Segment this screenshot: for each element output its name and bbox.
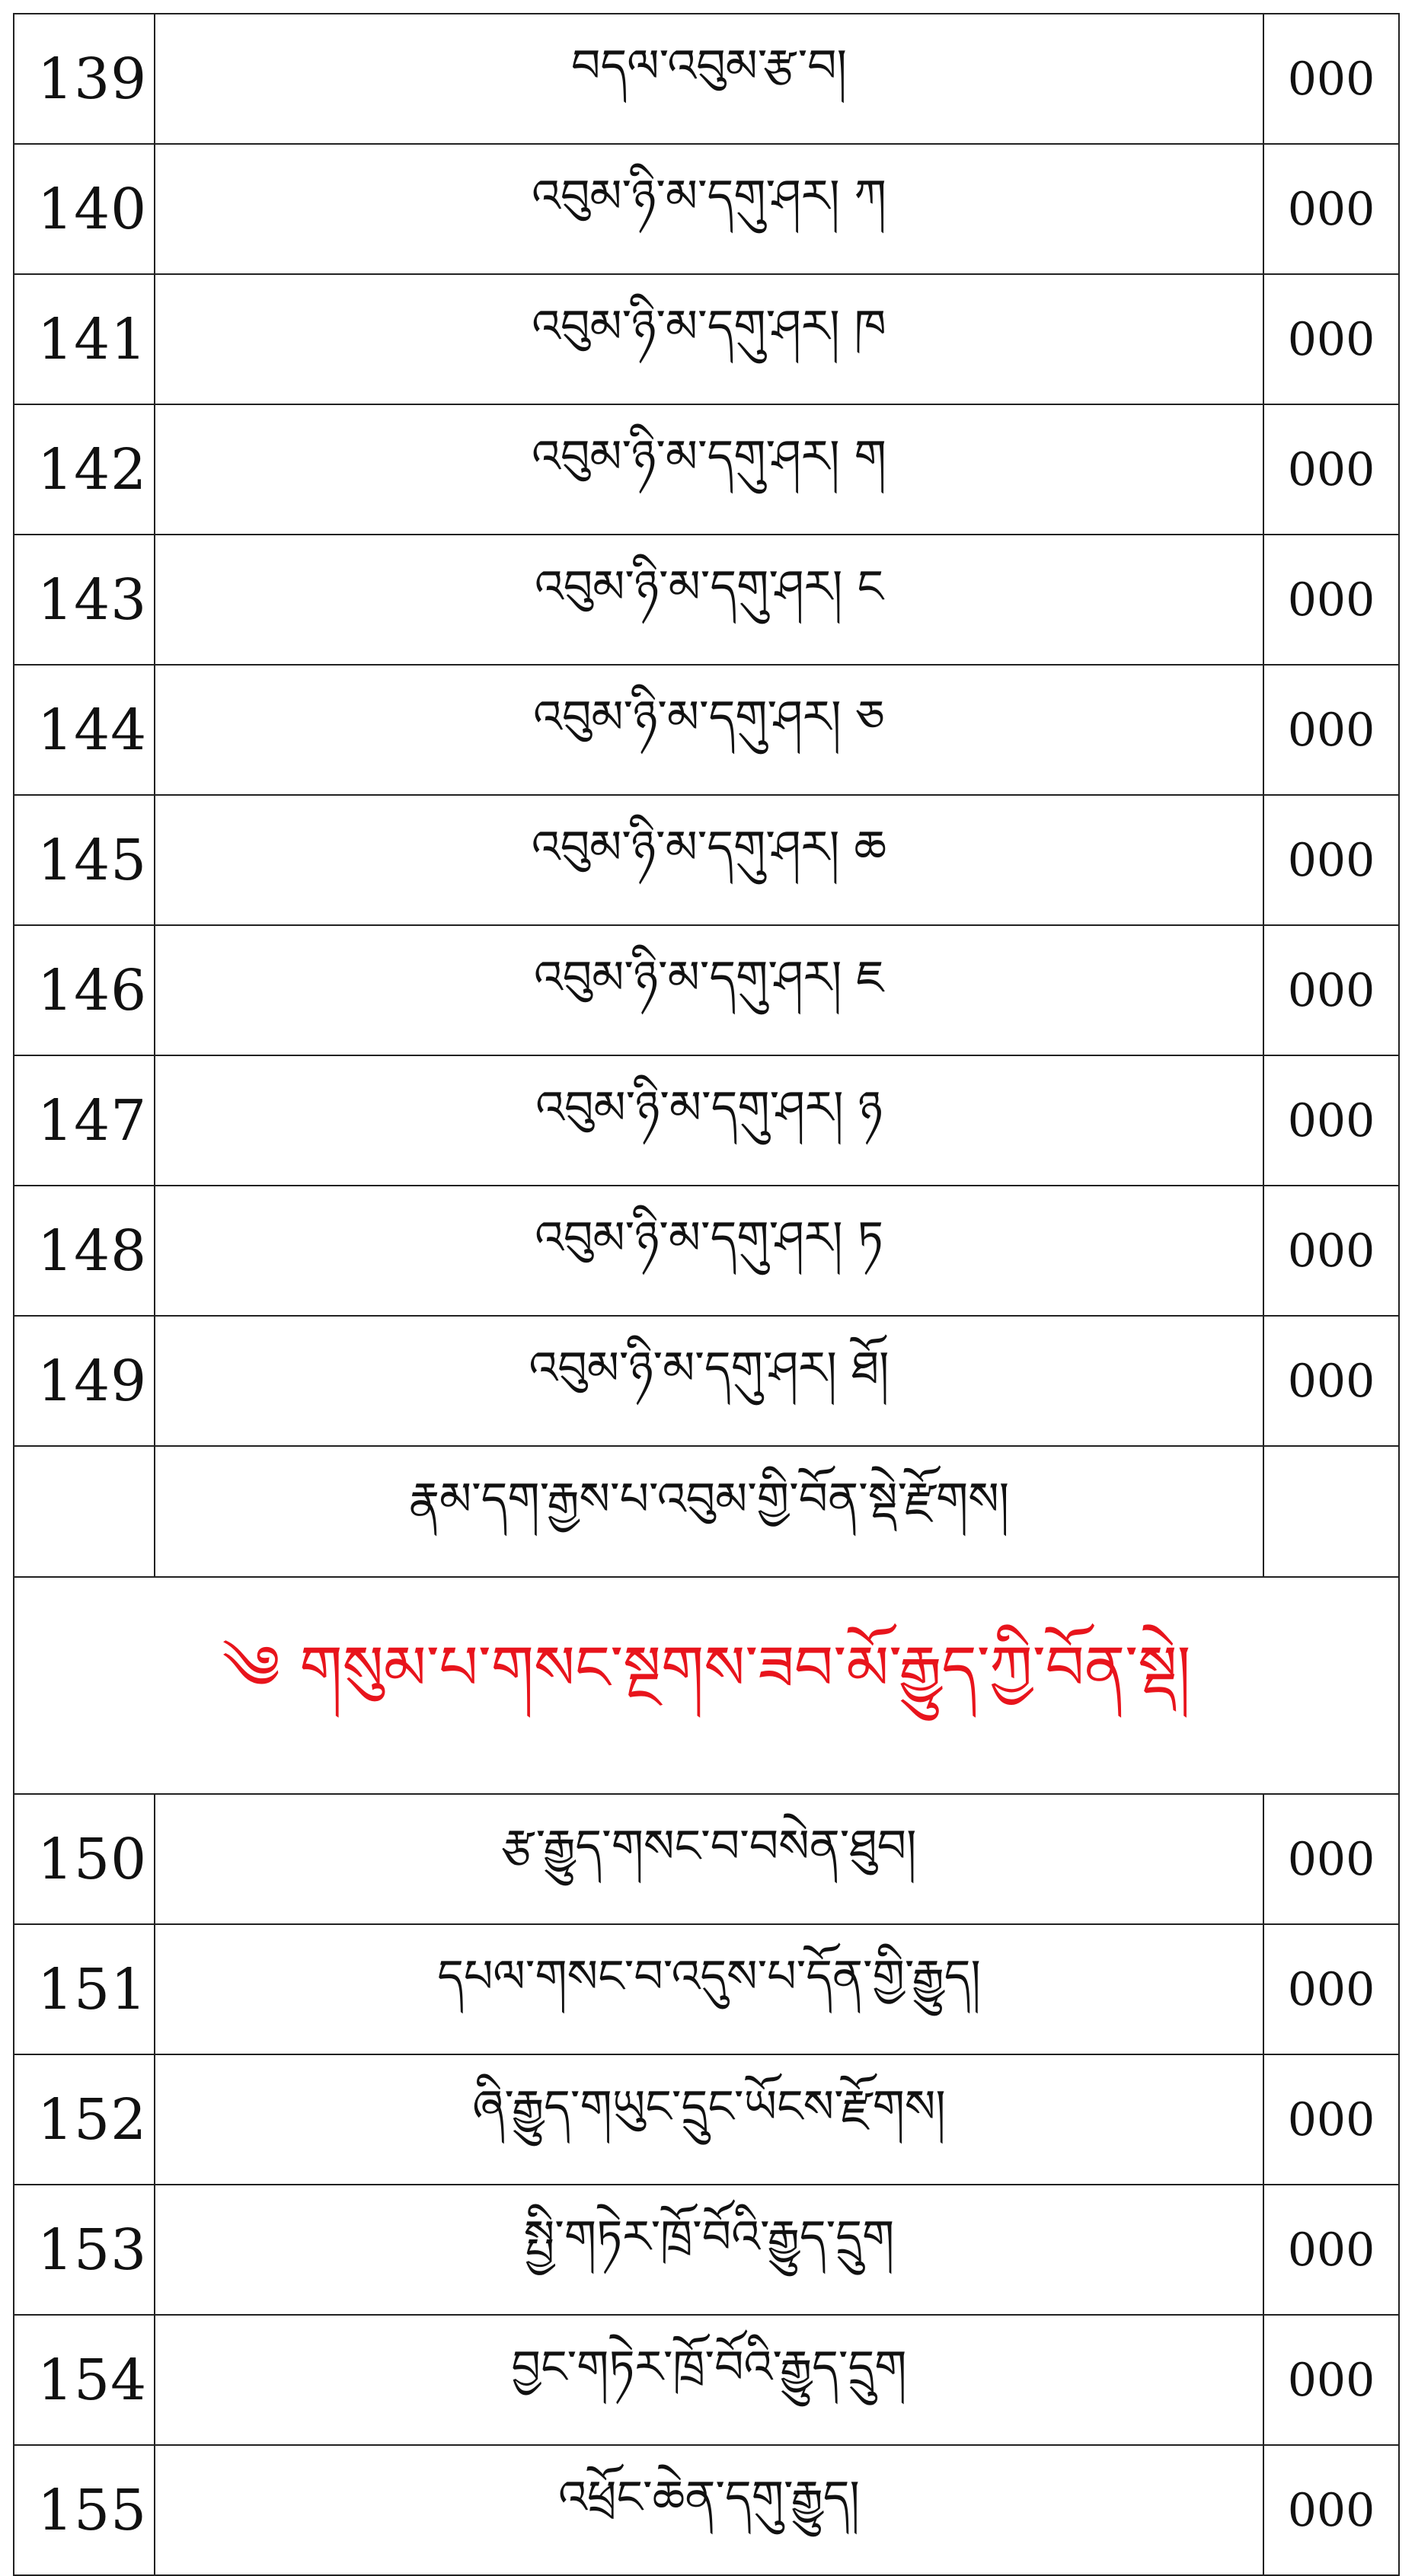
table-row: 154 བྱང་གཏེར་ཁྲོ་བོའི་རྒྱུད་དྲུག 000 bbox=[13, 2314, 1400, 2446]
entry-number: 143 bbox=[13, 534, 155, 666]
entry-page: 000 bbox=[1263, 534, 1400, 666]
entry-title: འབུམ་ཉི་མ་དགུ་ཤར། ང bbox=[154, 534, 1264, 666]
entry-page: 000 bbox=[1263, 143, 1400, 275]
entry-number: 146 bbox=[13, 924, 155, 1056]
entry-page: 000 bbox=[1263, 1315, 1400, 1447]
entry-title: འབུམ་ཉི་མ་དགུ་ཤར། ཁ bbox=[154, 273, 1264, 405]
entry-title: འབུམ་ཉི་མ་དགུ་ཤར། ཉ bbox=[154, 1055, 1264, 1186]
entry-page: 000 bbox=[1263, 2184, 1400, 2316]
entry-number: 150 bbox=[13, 1793, 155, 1925]
entry-number: 155 bbox=[13, 2444, 155, 2576]
table-row: 142 འབུམ་ཉི་མ་དགུ་ཤར། ག 000 bbox=[13, 404, 1400, 535]
entry-number: 154 bbox=[13, 2314, 155, 2446]
entry-page: 000 bbox=[1263, 404, 1400, 535]
entry-title: འབུམ་ཉི་མ་དགུ་ཤར། ཀ bbox=[154, 143, 1264, 275]
entry-number: 147 bbox=[13, 1055, 155, 1186]
entry-page: 000 bbox=[1263, 794, 1400, 926]
entry-title: ཞི་རྒྱུད་གཡུང་དྲུང་ཡོངས་རྫོགས། bbox=[154, 2054, 1264, 2185]
entry-number: 144 bbox=[13, 664, 155, 796]
entry-title: འཕྲོང་ཆེན་དགུ་རྒྱུད། bbox=[154, 2444, 1264, 2576]
table-row: 150 རྩ་རྒྱུད་གསང་བ་བསེན་ཐུབ། 000 bbox=[13, 1793, 1400, 1925]
entry-title: འབུམ་ཉི་མ་དགུ་ཤར། ག bbox=[154, 404, 1264, 535]
entry-number: 148 bbox=[13, 1185, 155, 1317]
empty-cell bbox=[13, 1445, 155, 1578]
table-row: 141 འབུམ་ཉི་མ་དགུ་ཤར། ཁ 000 bbox=[13, 273, 1400, 405]
entry-title: རྩ་རྒྱུད་གསང་བ་བསེན་ཐུབ། bbox=[154, 1793, 1264, 1925]
entry-page: 000 bbox=[1263, 1923, 1400, 2055]
entry-page: 000 bbox=[1263, 1793, 1400, 1925]
entry-number: 145 bbox=[13, 794, 155, 926]
entry-title: བདལ་འབུམ་རྩ་བ། bbox=[154, 13, 1264, 145]
entry-number: 152 bbox=[13, 2054, 155, 2185]
table-row: 152 ཞི་རྒྱུད་གཡུང་དྲུང་ཡོངས་རྫོགས། 000 bbox=[13, 2054, 1400, 2185]
table-row: 147 འབུམ་ཉི་མ་དགུ་ཤར། ཉ 000 bbox=[13, 1055, 1400, 1186]
table-row: 148 འབུམ་ཉི་མ་དགུ་ཤར། ཏ 000 bbox=[13, 1185, 1400, 1317]
table-row: 144 འབུམ་ཉི་མ་དགུ་ཤར། ཅ 000 bbox=[13, 664, 1400, 796]
entry-number: 151 bbox=[13, 1923, 155, 2055]
table-row: 155 འཕྲོང་ཆེན་དགུ་རྒྱུད། 000 bbox=[13, 2444, 1400, 2576]
table-row: 149 འབུམ་ཉི་མ་དགུ་ཤར། ཐོ། 000 bbox=[13, 1315, 1400, 1447]
section-heading-row: ༄ གསུམ་པ་གསང་སྔགས་ཟབ་མོ་རྒྱུད་ཀྱི་བོན་སྡ… bbox=[13, 1576, 1400, 1795]
table-row: 139 བདལ་འབུམ་རྩ་བ། 000 bbox=[13, 13, 1400, 145]
entry-title: སྤྱི་གཏེར་ཁྲོ་བོའི་རྒྱུད་དྲུག bbox=[154, 2184, 1264, 2316]
section-end-title: རྣམ་དག་རྒྱས་པ་འབུམ་གྱི་བོན་སྡེ་རྫོགས། bbox=[154, 1445, 1264, 1578]
table-row: 143 འབུམ་ཉི་མ་དགུ་ཤར། ང 000 bbox=[13, 534, 1400, 666]
entry-title: འབུམ་ཉི་མ་དགུ་ཤར། ཏ bbox=[154, 1185, 1264, 1317]
entry-page: 000 bbox=[1263, 2314, 1400, 2446]
table-row: 145 འབུམ་ཉི་མ་དགུ་ཤར། ཆ 000 bbox=[13, 794, 1400, 926]
entry-title: འབུམ་ཉི་མ་དགུ་ཤར། ཆ bbox=[154, 794, 1264, 926]
entry-page: 000 bbox=[1263, 13, 1400, 145]
table-row: 153 སྤྱི་གཏེར་ཁྲོ་བོའི་རྒྱུད་དྲུག 000 bbox=[13, 2184, 1400, 2316]
entry-page: 000 bbox=[1263, 1185, 1400, 1317]
entry-title: བྱང་གཏེར་ཁྲོ་བོའི་རྒྱུད་དྲུག bbox=[154, 2314, 1264, 2446]
section-end-row: རྣམ་དག་རྒྱས་པ་འབུམ་གྱི་བོན་སྡེ་རྫོགས། bbox=[13, 1445, 1400, 1578]
entry-page: 000 bbox=[1263, 273, 1400, 405]
entry-page: 000 bbox=[1263, 1055, 1400, 1186]
section-heading: ༄ གསུམ་པ་གསང་སྔགས་ཟབ་མོ་རྒྱུད་ཀྱི་བོན་སྡ… bbox=[13, 1576, 1400, 1795]
entry-page: 000 bbox=[1263, 2444, 1400, 2576]
empty-cell bbox=[1263, 1445, 1400, 1578]
table-row: 140 འབུམ་ཉི་མ་དགུ་ཤར། ཀ 000 bbox=[13, 143, 1400, 275]
table-row: 146 འབུམ་ཉི་མ་དགུ་ཤར། ཇ 000 bbox=[13, 924, 1400, 1056]
entry-page: 000 bbox=[1263, 2054, 1400, 2185]
entry-title: འབུམ་ཉི་མ་དགུ་ཤར། ཇ bbox=[154, 924, 1264, 1056]
entry-page: 000 bbox=[1263, 664, 1400, 796]
entry-number: 153 bbox=[13, 2184, 155, 2316]
entry-number: 149 bbox=[13, 1315, 155, 1447]
contents-table: 139 བདལ་འབུམ་རྩ་བ། 000 140 འབུམ་ཉི་མ་དགུ་ཤར།… bbox=[13, 13, 1400, 2576]
entry-number: 142 bbox=[13, 404, 155, 535]
entry-page: 000 bbox=[1263, 924, 1400, 1056]
entry-number: 140 bbox=[13, 143, 155, 275]
entry-title: འབུམ་ཉི་མ་དགུ་ཤར། ཅ bbox=[154, 664, 1264, 796]
entry-title: འབུམ་ཉི་མ་དགུ་ཤར། ཐོ། bbox=[154, 1315, 1264, 1447]
table-row: 151 དཔལ་གསང་བ་འདུས་པ་དོན་གྱི་རྒྱུད། 000 bbox=[13, 1923, 1400, 2055]
entry-number: 141 bbox=[13, 273, 155, 405]
entry-number: 139 bbox=[13, 13, 155, 145]
entry-title: དཔལ་གསང་བ་འདུས་པ་དོན་གྱི་རྒྱུད། bbox=[154, 1923, 1264, 2055]
